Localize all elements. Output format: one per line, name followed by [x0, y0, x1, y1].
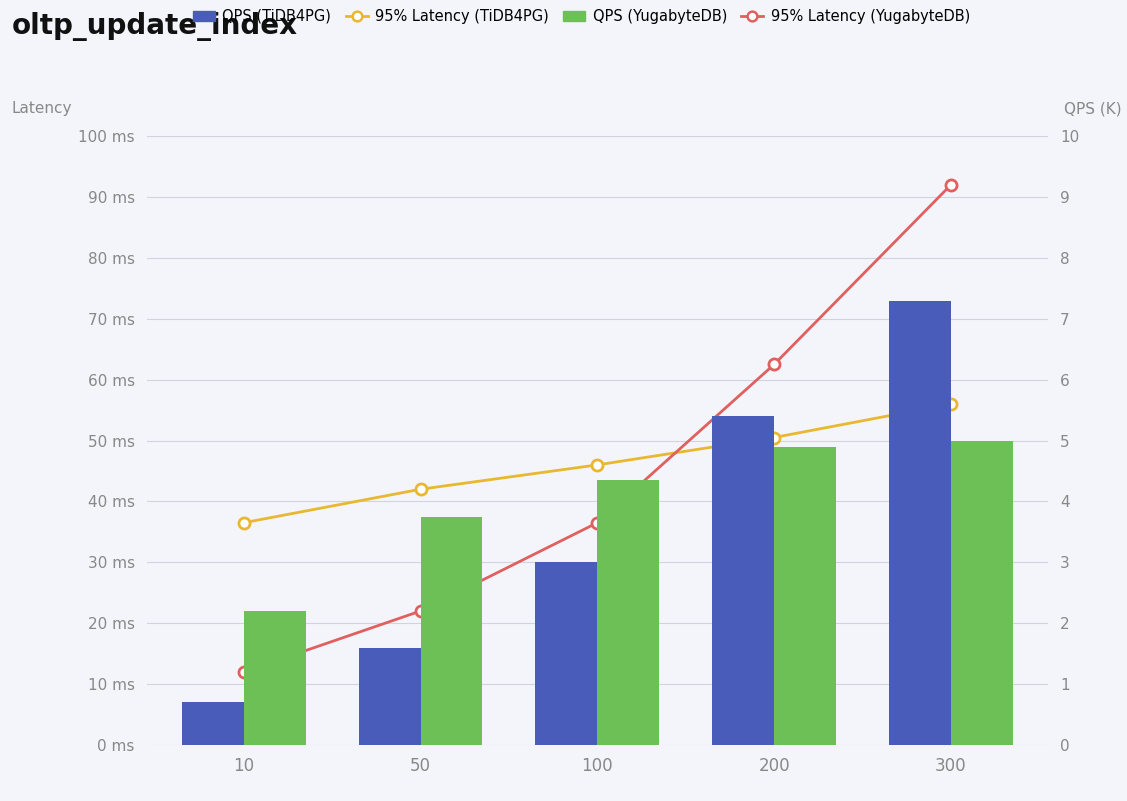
Bar: [712, 417, 774, 745]
Bar: [951, 441, 1013, 745]
Bar: [358, 647, 420, 745]
Text: QPS (K): QPS (K): [1064, 101, 1121, 116]
Text: oltp_update_index: oltp_update_index: [11, 12, 298, 41]
Bar: [181, 702, 243, 745]
Bar: [774, 447, 836, 745]
Bar: [597, 480, 659, 745]
Bar: [243, 611, 305, 745]
Legend: QPS (TiDB4PG), 95% Latency (TiDB4PG), QPS (YugabyteDB), 95% Latency (YugabyteDB): QPS (TiDB4PG), 95% Latency (TiDB4PG), QP…: [193, 9, 970, 24]
Bar: [535, 562, 597, 745]
Text: Latency: Latency: [11, 101, 72, 116]
Bar: [889, 300, 951, 745]
Bar: [420, 517, 482, 745]
